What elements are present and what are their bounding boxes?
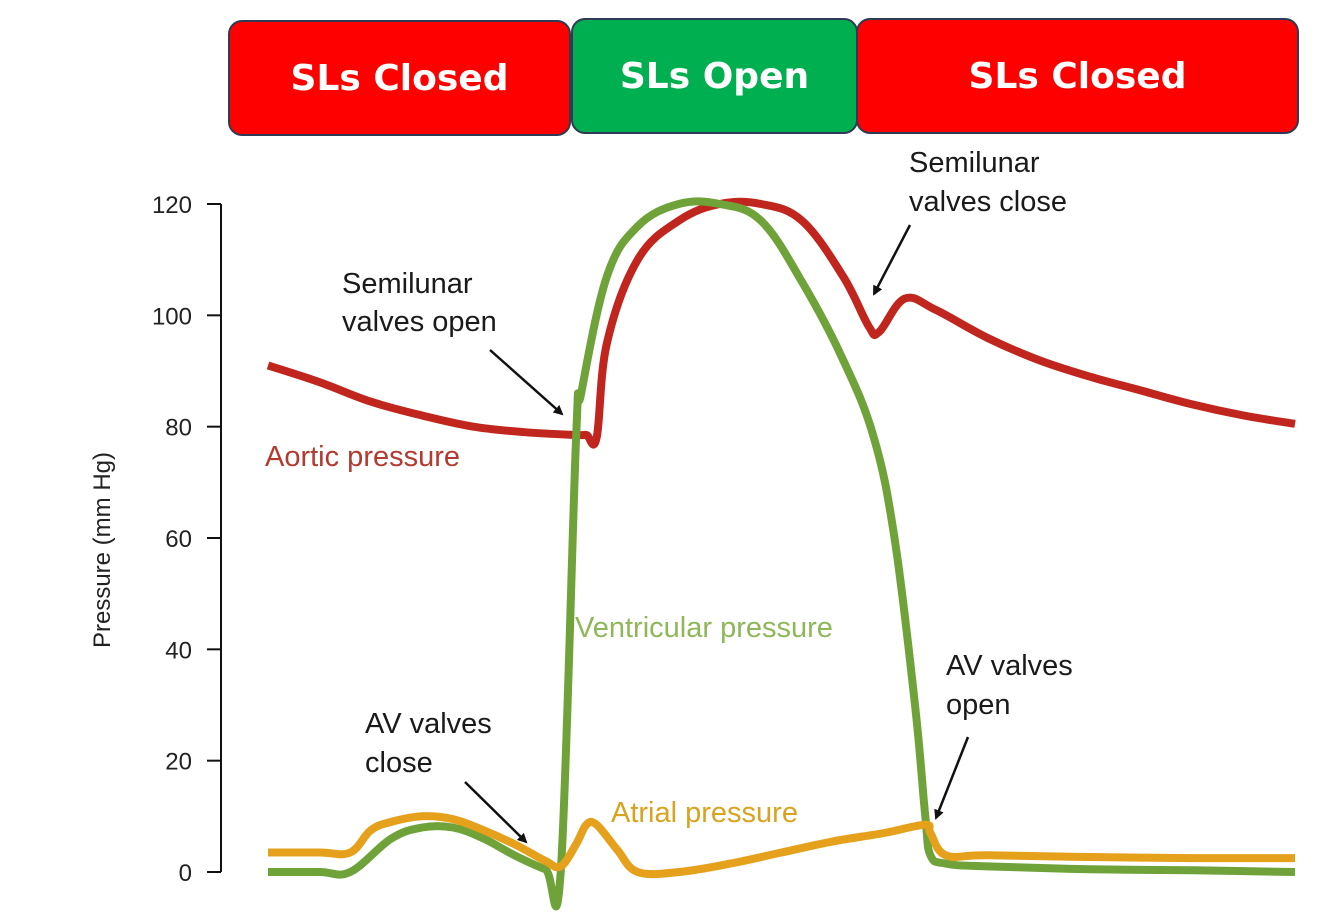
phase-bar-sls-closed-right: SLs Closed — [856, 18, 1299, 134]
annotation-line: valves open — [342, 306, 497, 338]
annotation-semilunar-open: Semilunar valves open — [342, 268, 564, 416]
series-label-ventricular: Ventricular pressure — [575, 612, 833, 644]
annotation-line: open — [946, 689, 1011, 721]
phase-bar-label: SLs Closed — [968, 55, 1187, 97]
series-label-aortic: Aortic pressure — [265, 441, 460, 473]
y-axis-title: Pressure (mm Hg) — [89, 452, 116, 648]
phase-bar-label: SLs Closed — [290, 57, 509, 99]
y-tick-label: 80 — [165, 415, 192, 442]
annotation-av-close: AV valves close — [365, 708, 528, 844]
phase-bar-sls-closed-left: SLs Closed — [228, 20, 571, 136]
series-line-atrial — [267, 812, 1296, 879]
annotation-semilunar-close: Semilunar valves close — [872, 147, 1067, 296]
series-layer — [266, 197, 1296, 911]
phase-bar-label: SLs Open — [619, 55, 810, 97]
y-ticks: 0 20 40 60 80 100 120 — [152, 192, 221, 887]
arrow — [934, 736, 970, 820]
phase-bar-sls-open: SLs Open — [571, 18, 858, 134]
y-tick-label: 120 — [152, 192, 192, 219]
y-tick-label: 60 — [165, 526, 192, 553]
annotation-line: AV valves — [946, 650, 1073, 682]
annotation-line: close — [365, 747, 433, 779]
annotation-line: AV valves — [365, 708, 492, 740]
y-tick-label: 20 — [165, 749, 192, 776]
arrow — [464, 781, 528, 844]
series-line-aortic — [266, 197, 1296, 449]
arrow — [872, 224, 912, 296]
annotation-line: Semilunar — [909, 147, 1040, 179]
y-tick-label: 0 — [179, 860, 192, 887]
annotation-line: valves close — [909, 186, 1067, 218]
arrow — [489, 349, 564, 416]
annotation-av-open: AV valves open — [934, 650, 1073, 820]
y-tick-label: 40 — [165, 637, 192, 664]
annotation-line: Semilunar — [342, 268, 473, 300]
series-line-ventricular — [268, 197, 1296, 911]
series-label-atrial: Atrial pressure — [611, 797, 798, 829]
y-tick-label: 100 — [152, 303, 192, 330]
